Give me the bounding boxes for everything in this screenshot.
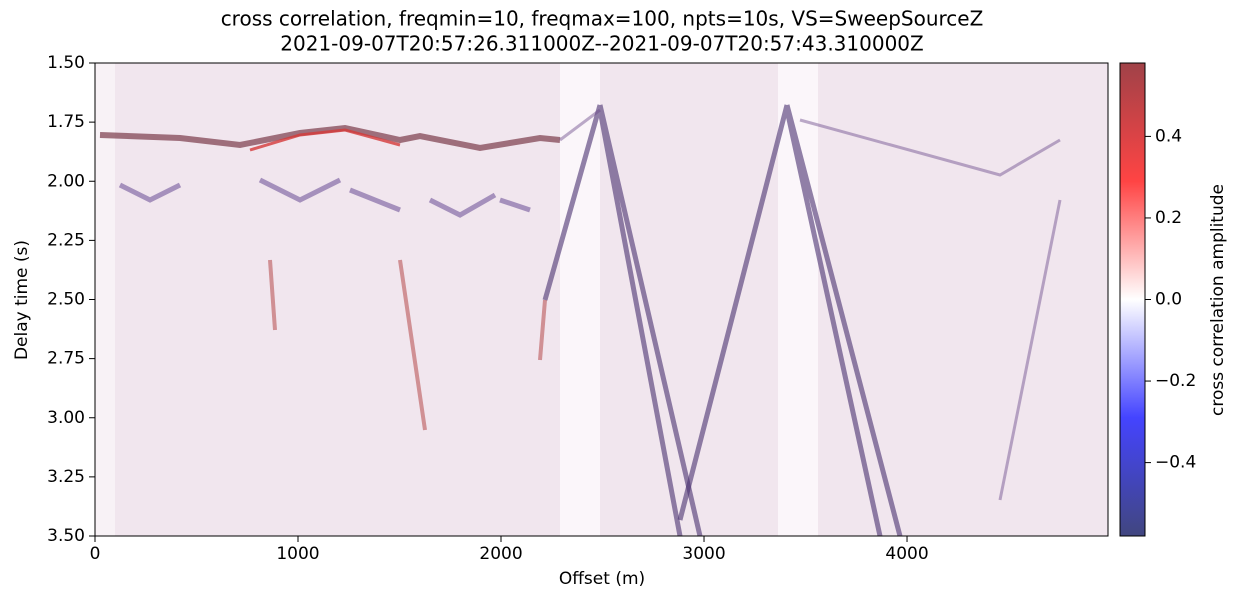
- colorbar: [1119, 62, 1146, 537]
- colorbar-tick-label: 0.0: [1155, 290, 1182, 310]
- colorbar-tick-label: −0.2: [1155, 371, 1196, 391]
- x-tick-label: 4000: [885, 544, 928, 564]
- x-tick-label: 0: [90, 544, 101, 564]
- y-tick-label: 2.50: [47, 290, 85, 310]
- x-axis-label: Offset (m): [559, 569, 645, 589]
- y-axis-label: Delay time (s): [12, 240, 32, 360]
- y-tick-label: 2.00: [47, 171, 85, 191]
- y-tick-label: 3.25: [47, 467, 85, 487]
- y-tick-label: 2.75: [47, 349, 85, 369]
- colorbar-tick-label: 0.4: [1155, 126, 1182, 146]
- y-tick-label: 1.75: [47, 112, 85, 132]
- colorbar-tick-label: 0.2: [1155, 208, 1182, 228]
- chart-title: cross correlation, freqmin=10, freqmax=1…: [221, 7, 984, 31]
- chart-subtitle: 2021-09-07T20:57:26.311000Z--2021-09-07T…: [280, 32, 923, 56]
- y-tick-label: 3.00: [47, 408, 85, 428]
- x-tick-label: 2000: [479, 544, 522, 564]
- y-tick-label: 2.25: [47, 230, 85, 250]
- y-tick-label: 3.50: [47, 526, 85, 546]
- y-tick-label: 1.50: [47, 53, 85, 73]
- colorbar-label: cross correlation amplitude: [1208, 184, 1228, 416]
- colorbar-tick-label: −0.4: [1155, 453, 1196, 473]
- x-tick-label: 1000: [276, 544, 319, 564]
- heatmap-texture: [95, 63, 1108, 537]
- x-tick-label: 3000: [682, 544, 725, 564]
